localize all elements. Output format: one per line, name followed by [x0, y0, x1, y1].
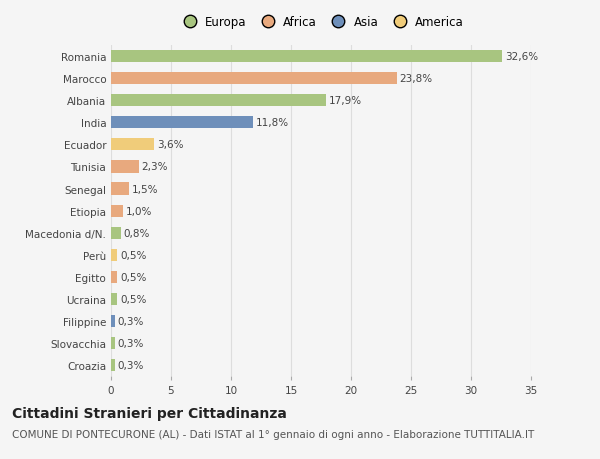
- Bar: [111, 227, 121, 239]
- Text: 1,0%: 1,0%: [126, 206, 152, 216]
- Bar: [111, 73, 397, 85]
- Text: 0,5%: 0,5%: [120, 250, 146, 260]
- Text: COMUNE DI PONTECURONE (AL) - Dati ISTAT al 1° gennaio di ogni anno - Elaborazion: COMUNE DI PONTECURONE (AL) - Dati ISTAT …: [12, 429, 534, 439]
- Text: Cittadini Stranieri per Cittadinanza: Cittadini Stranieri per Cittadinanza: [12, 406, 287, 420]
- Bar: [111, 205, 123, 217]
- Bar: [111, 293, 117, 305]
- Bar: [111, 271, 117, 283]
- Text: 23,8%: 23,8%: [400, 74, 433, 84]
- Text: 1,5%: 1,5%: [132, 184, 158, 194]
- Text: 17,9%: 17,9%: [329, 96, 362, 106]
- Text: 32,6%: 32,6%: [505, 52, 538, 62]
- Text: 0,3%: 0,3%: [118, 360, 144, 370]
- Text: 0,3%: 0,3%: [118, 316, 144, 326]
- Bar: [111, 359, 115, 371]
- Bar: [111, 249, 117, 261]
- Bar: [111, 51, 502, 63]
- Text: 11,8%: 11,8%: [256, 118, 289, 128]
- Bar: [111, 337, 115, 349]
- Text: 0,3%: 0,3%: [118, 338, 144, 348]
- Bar: [111, 183, 129, 195]
- Legend: Europa, Africa, Asia, America: Europa, Africa, Asia, America: [173, 11, 469, 34]
- Text: 0,5%: 0,5%: [120, 272, 146, 282]
- Text: 3,6%: 3,6%: [157, 140, 184, 150]
- Text: 0,8%: 0,8%: [124, 228, 150, 238]
- Bar: [111, 95, 326, 107]
- Text: 2,3%: 2,3%: [142, 162, 168, 172]
- Bar: [111, 117, 253, 129]
- Text: 0,5%: 0,5%: [120, 294, 146, 304]
- Bar: [111, 161, 139, 173]
- Bar: [111, 139, 154, 151]
- Bar: [111, 315, 115, 327]
